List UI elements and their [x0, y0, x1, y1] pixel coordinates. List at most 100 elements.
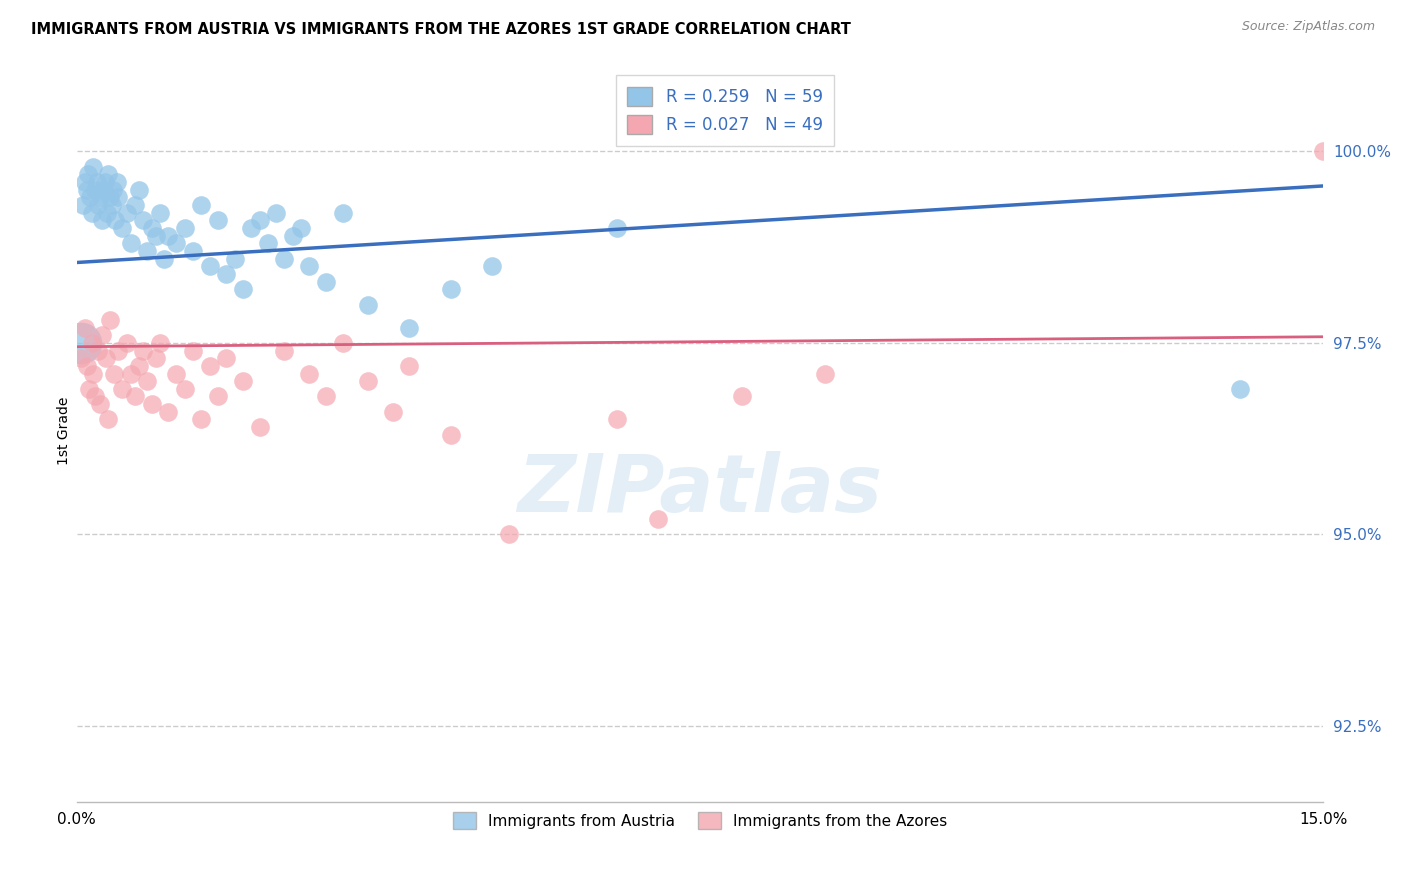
- Point: [141, 397, 163, 411]
- Point: [498, 527, 520, 541]
- Point: [136, 244, 159, 258]
- Point: [166, 367, 188, 381]
- Point: [97, 412, 120, 426]
- Point: [157, 228, 180, 243]
- Point: [181, 244, 204, 258]
- Point: [332, 335, 354, 350]
- Point: [80, 205, 103, 219]
- Point: [104, 213, 127, 227]
- Legend: Immigrants from Austria, Immigrants from the Azores: Immigrants from Austria, Immigrants from…: [447, 805, 953, 836]
- Point: [173, 382, 195, 396]
- Point: [76, 359, 98, 373]
- Point: [281, 228, 304, 243]
- Point: [356, 297, 378, 311]
- Point: [136, 374, 159, 388]
- Point: [82, 160, 104, 174]
- Point: [84, 389, 107, 403]
- Point: [249, 420, 271, 434]
- Point: [606, 412, 628, 426]
- Point: [145, 351, 167, 366]
- Point: [96, 205, 118, 219]
- Point: [128, 359, 150, 373]
- Point: [128, 183, 150, 197]
- Point: [120, 236, 142, 251]
- Point: [190, 412, 212, 426]
- Point: [107, 343, 129, 358]
- Point: [198, 260, 221, 274]
- Point: [89, 190, 111, 204]
- Point: [77, 382, 100, 396]
- Point: [73, 175, 96, 189]
- Point: [257, 236, 280, 251]
- Point: [103, 367, 125, 381]
- Point: [398, 359, 420, 373]
- Point: [124, 389, 146, 403]
- Point: [207, 213, 229, 227]
- Point: [91, 183, 114, 197]
- Point: [298, 260, 321, 274]
- Point: [90, 213, 112, 227]
- Point: [315, 275, 337, 289]
- Point: [198, 359, 221, 373]
- Point: [166, 236, 188, 251]
- Point: [86, 343, 108, 358]
- Point: [72, 198, 94, 212]
- Point: [76, 183, 98, 197]
- Point: [440, 282, 463, 296]
- Point: [298, 367, 321, 381]
- Point: [115, 205, 138, 219]
- Point: [80, 335, 103, 350]
- Point: [141, 221, 163, 235]
- Point: [90, 328, 112, 343]
- Point: [232, 282, 254, 296]
- Point: [173, 221, 195, 235]
- Text: Source: ZipAtlas.com: Source: ZipAtlas.com: [1241, 20, 1375, 33]
- Point: [73, 320, 96, 334]
- Point: [1229, 382, 1251, 396]
- Point: [315, 389, 337, 403]
- Point: [356, 374, 378, 388]
- Point: [107, 190, 129, 204]
- Point: [87, 198, 110, 212]
- Point: [98, 313, 121, 327]
- Point: [70, 351, 93, 366]
- Point: [89, 397, 111, 411]
- Point: [215, 267, 238, 281]
- Point: [232, 374, 254, 388]
- Point: [132, 213, 155, 227]
- Point: [97, 168, 120, 182]
- Point: [82, 367, 104, 381]
- Point: [606, 221, 628, 235]
- Point: [481, 260, 503, 274]
- Point: [120, 367, 142, 381]
- Point: [814, 367, 837, 381]
- Point: [1312, 145, 1334, 159]
- Point: [77, 168, 100, 182]
- Point: [398, 320, 420, 334]
- Point: [264, 205, 287, 219]
- Point: [207, 389, 229, 403]
- Point: [94, 175, 117, 189]
- Point: [132, 343, 155, 358]
- Point: [273, 343, 295, 358]
- Text: ZIPatlas: ZIPatlas: [517, 451, 883, 529]
- Point: [111, 382, 134, 396]
- Point: [115, 335, 138, 350]
- Point: [94, 351, 117, 366]
- Point: [240, 221, 263, 235]
- Text: IMMIGRANTS FROM AUSTRIA VS IMMIGRANTS FROM THE AZORES 1ST GRADE CORRELATION CHAR: IMMIGRANTS FROM AUSTRIA VS IMMIGRANTS FR…: [31, 22, 851, 37]
- Point: [730, 389, 752, 403]
- Point: [100, 198, 122, 212]
- Point: [273, 252, 295, 266]
- Point: [181, 343, 204, 358]
- Point: [332, 205, 354, 219]
- Point: [70, 335, 93, 350]
- Point: [381, 405, 404, 419]
- Point: [111, 221, 134, 235]
- Point: [103, 183, 125, 197]
- Point: [647, 512, 669, 526]
- Point: [145, 228, 167, 243]
- Point: [153, 252, 176, 266]
- Point: [224, 252, 246, 266]
- Point: [86, 175, 108, 189]
